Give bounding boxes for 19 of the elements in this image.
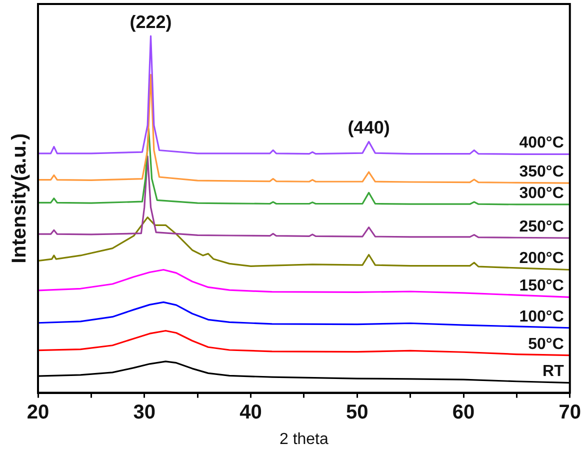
y-axis-title: Intensity(a.u.) — [8, 133, 31, 264]
x-tick-label: 60 — [452, 401, 475, 424]
series-label: 50°C — [528, 336, 564, 353]
x-tick-label: 20 — [26, 401, 50, 424]
annotation: (222) — [130, 12, 172, 32]
x-tick-label: 30 — [133, 401, 156, 424]
x-tick-label: 50 — [346, 401, 368, 424]
series-label: 200°C — [519, 250, 564, 268]
series-label: RT — [542, 363, 564, 380]
series-label: 400°C — [519, 134, 564, 152]
annotation: (440) — [348, 118, 390, 138]
series-label: 100°C — [519, 308, 564, 326]
x-tick-label: 40 — [240, 401, 262, 424]
series-label: 250°C — [519, 218, 564, 236]
x-axis-title: 2 theta — [279, 430, 328, 448]
series-label: 300°C — [519, 184, 564, 202]
series-label: 150°C — [519, 278, 564, 295]
series-label: 350°C — [519, 163, 564, 180]
x-tick-label: 70 — [558, 401, 581, 424]
